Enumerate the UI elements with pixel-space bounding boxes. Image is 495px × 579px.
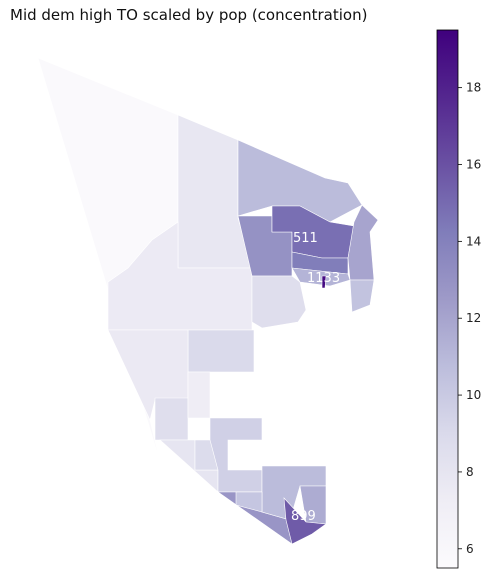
map-title: Mid dem high TO scaled by pop (concentra… bbox=[10, 6, 368, 24]
region-east-cluster-f bbox=[349, 279, 375, 313]
annotation-511: 511 bbox=[293, 231, 318, 246]
region-lower-west-b bbox=[154, 397, 189, 441]
colorbar-tick-label: 16 bbox=[466, 158, 481, 172]
annotation-899: 899 bbox=[291, 509, 316, 524]
region-east-lower bbox=[251, 275, 307, 329]
annotations-layer: 511 1133 899 bbox=[291, 231, 340, 524]
region-south-c bbox=[209, 417, 263, 493]
colorbar: 6 8 10 12 14 16 18 bbox=[436, 29, 481, 569]
region-east-point bbox=[321, 275, 327, 289]
colorbar-tick-label: 18 bbox=[466, 81, 481, 95]
colorbar-tick-label: 12 bbox=[466, 311, 481, 325]
region-south-g bbox=[283, 497, 327, 545]
colorbar-tick-label: 14 bbox=[466, 234, 481, 248]
region-east-cluster-e bbox=[291, 267, 351, 287]
colorbar-tick-label: 6 bbox=[466, 542, 474, 556]
region-south-h bbox=[235, 491, 263, 513]
region-east-cluster-c bbox=[291, 251, 349, 275]
colorbar-gradient bbox=[436, 29, 459, 569]
region-central-block bbox=[187, 329, 255, 373]
annotation-1133: 1133 bbox=[307, 271, 340, 286]
region-narrow-center bbox=[187, 371, 211, 419]
colorbar-tick-label: 8 bbox=[466, 465, 474, 479]
colorbar-ticks: 6 8 10 12 14 16 18 bbox=[458, 81, 481, 556]
region-east-cluster-d bbox=[347, 204, 379, 281]
regions-layer bbox=[37, 57, 379, 545]
colorbar-tick-label: 10 bbox=[466, 388, 481, 402]
